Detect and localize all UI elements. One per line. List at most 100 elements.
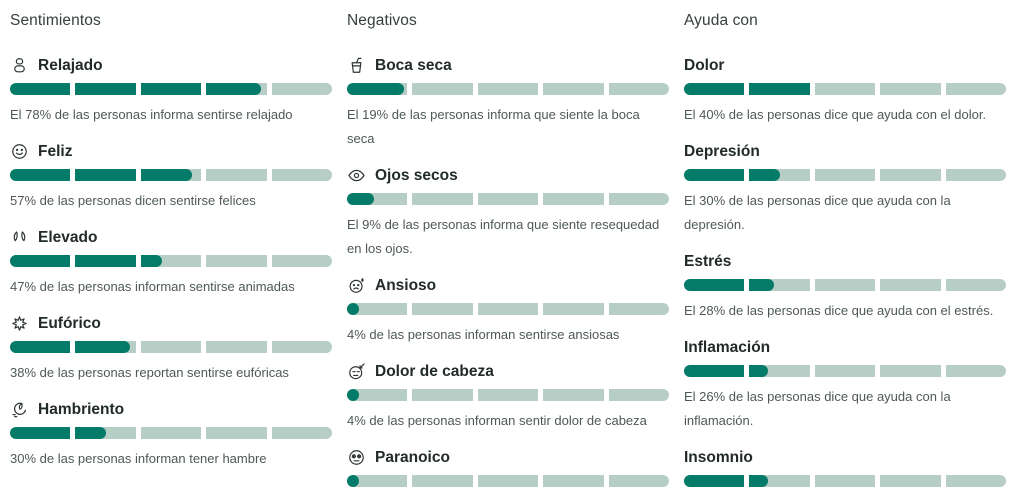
item-header: Dolor de cabeza xyxy=(347,361,669,382)
eye-icon xyxy=(347,166,366,185)
bar-fill xyxy=(347,475,360,488)
effect-item-ansioso: Ansioso 4% de las personas informan senti… xyxy=(347,275,670,347)
drink-cup-icon xyxy=(347,56,366,75)
effect-label: Elevado xyxy=(38,228,98,246)
bar-segment xyxy=(880,365,941,378)
raised-hands-icon xyxy=(10,228,29,247)
bar-segment xyxy=(684,169,745,182)
bar-fill xyxy=(347,83,405,95)
bar-segment xyxy=(543,193,604,206)
progress-bar xyxy=(684,365,1007,378)
bar-fill xyxy=(206,83,261,95)
progress-bar xyxy=(10,169,333,182)
bar-segment xyxy=(543,475,604,488)
progress-bar xyxy=(684,83,1007,95)
bar-segment xyxy=(945,169,1007,182)
effect-description: El 19% de las personas informa que sient… xyxy=(347,107,640,147)
bar-segment xyxy=(206,169,267,182)
progress-bar xyxy=(684,475,1007,488)
progress-bar xyxy=(10,83,333,95)
effect-item-ojos-secos: Ojos secos El 9% de las personas informa … xyxy=(347,165,670,261)
anxious-face-icon xyxy=(347,276,366,295)
bar-segment xyxy=(814,279,876,292)
column-title: Ayuda con xyxy=(684,12,758,29)
progress-bar xyxy=(10,341,333,354)
bar-segment xyxy=(271,427,333,440)
bar-fill xyxy=(347,303,360,316)
effect-description: 57% de las personas dicen sentirse felic… xyxy=(10,193,256,209)
effect-item-feliz: Feliz 57% de las personas dicen sentirse … xyxy=(10,141,333,213)
column-title: Negativos xyxy=(347,12,417,29)
effect-description: El 26% de las personas dice que ayuda co… xyxy=(684,389,951,429)
bar-segment xyxy=(749,169,810,182)
progress-bar xyxy=(347,193,670,206)
effect-label: Inflamación xyxy=(684,338,771,356)
bar-segment xyxy=(412,83,473,95)
item-header: Eufórico xyxy=(10,313,332,334)
bar-segment xyxy=(684,279,745,292)
bar-segment xyxy=(814,365,876,378)
effect-description: 30% de las personas informan tener hambr… xyxy=(10,451,267,467)
bar-fill xyxy=(75,169,136,182)
bar-segment xyxy=(412,303,473,316)
effect-item-boca-seca: Boca seca El 19% de las personas informa … xyxy=(347,55,670,151)
item-header: Relajado xyxy=(10,55,332,76)
item-header: Feliz xyxy=(10,141,332,162)
bar-segment xyxy=(477,389,539,402)
effect-item-hambriento: Hambriento 30% de las personas informan t… xyxy=(10,399,333,471)
effect-description: 38% de las personas reportan sentirse eu… xyxy=(10,365,289,381)
column-sentimientos: Sentimientos Relajado El 78% de las person… xyxy=(10,12,333,490)
bar-segment xyxy=(749,279,810,292)
progress-bar xyxy=(347,389,670,402)
bar-segment xyxy=(271,83,333,95)
bar-fill xyxy=(10,341,71,354)
bar-segment xyxy=(608,389,670,402)
bar-segment xyxy=(347,389,408,402)
bar-fill xyxy=(140,255,162,268)
bar-segment xyxy=(684,475,745,488)
bar-fill xyxy=(684,83,745,95)
bar-fill xyxy=(347,389,360,402)
bar-segment xyxy=(749,365,810,378)
bar-fill xyxy=(684,279,745,292)
bar-fill xyxy=(684,365,745,378)
effect-item-dolor-de-cabeza: Dolor de cabeza 4% de las personas inform… xyxy=(347,361,670,433)
bar-segment xyxy=(543,83,604,95)
bar-segment xyxy=(271,255,333,268)
bar-segment xyxy=(412,475,473,488)
progress-bar xyxy=(347,83,670,95)
bar-segment xyxy=(945,475,1007,488)
bar-segment xyxy=(880,279,941,292)
effect-label: Dolor xyxy=(684,56,725,74)
column-title: Sentimientos xyxy=(10,12,101,29)
effect-label: Ansioso xyxy=(375,276,437,294)
item-header: Estrés xyxy=(684,251,1006,272)
effect-label: Ojos secos xyxy=(375,166,458,184)
bar-segment xyxy=(608,475,670,488)
item-header: Elevado xyxy=(10,227,332,248)
bar-segment xyxy=(75,427,136,440)
effect-label: Paranoico xyxy=(375,448,450,466)
effect-label: Estrés xyxy=(684,252,732,270)
bar-segment xyxy=(608,303,670,316)
bar-segment xyxy=(880,475,941,488)
bar-segment xyxy=(10,427,71,440)
bar-segment xyxy=(945,279,1007,292)
progress-bar xyxy=(347,303,670,316)
progress-bar xyxy=(10,255,333,268)
bar-segment xyxy=(608,193,670,206)
bar-fill xyxy=(140,169,193,182)
bar-segment xyxy=(347,303,408,316)
item-header: Insomnio xyxy=(684,447,1006,468)
item-header: Ansioso xyxy=(347,275,669,296)
bar-fill xyxy=(10,427,71,440)
effect-label: Boca seca xyxy=(375,56,452,74)
bar-segment xyxy=(140,83,202,95)
bar-segment xyxy=(10,83,71,95)
bar-segment xyxy=(140,427,202,440)
column-negativos: Negativos Boca seca El 19% de las personas… xyxy=(347,12,670,490)
bar-segment xyxy=(75,83,136,95)
bar-segment xyxy=(684,83,745,95)
effect-item-estres: Estrés El 28% de las personas dice que ay… xyxy=(684,251,1007,323)
bar-fill xyxy=(347,193,375,206)
